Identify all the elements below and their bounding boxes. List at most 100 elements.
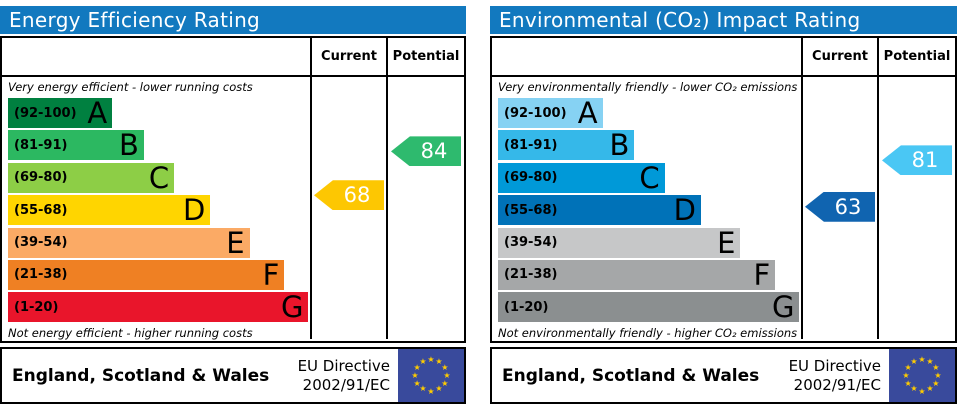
band-letter-F: F [753, 257, 771, 292]
eu-star-icon: ★ [435, 356, 443, 366]
environmental-band-area: Very environmentally friendly - lower CO… [492, 77, 801, 339]
potential-rating-value: 84 [420, 139, 448, 164]
band-bar-E: (39-54) E [8, 225, 250, 260]
band-row-F: (21-38) F [498, 257, 801, 292]
band-bar-D: (55-68) D [8, 193, 211, 228]
eu-star-icon: ★ [902, 370, 910, 380]
band-range-D: (55-68) [14, 202, 68, 218]
band-letter-G: G [281, 290, 304, 325]
environmental-top-caption: Very environmentally friendly - lower CO… [498, 80, 798, 94]
energy-top-caption: Very energy efficient - lower running co… [8, 80, 253, 94]
eu-star-icon: ★ [419, 356, 427, 366]
band-bar-E: (39-54) E [498, 227, 741, 258]
band-letter-C: C [639, 160, 660, 195]
energy-panel-title: Energy Efficiency Rating [0, 6, 466, 34]
environmental-current-cell: 63 [801, 77, 877, 339]
current-rating-arrow: 63 [805, 191, 875, 222]
eu-star-icon: ★ [918, 386, 926, 396]
band-letter-D: D [182, 193, 206, 228]
band-letter-F: F [262, 257, 280, 292]
band-row-C: (69-80) C [8, 160, 310, 195]
energy-potential-cell: 84 [386, 77, 464, 339]
eu-star-icon: ★ [904, 378, 912, 388]
band-range-C: (69-80) [504, 170, 558, 186]
band-bar-F: (21-38) F [498, 257, 776, 292]
band-range-G: (1-20) [14, 299, 59, 315]
environmental-panel-title: Environmental (CO₂) Impact Rating [490, 6, 957, 34]
band-bar-B: (81-91) B [8, 128, 144, 163]
band-bar-C: (69-80) C [498, 160, 665, 195]
band-range-F: (21-38) [14, 267, 68, 283]
band-range-A: (92-100) [14, 105, 77, 121]
energy-bands: (92-100) A (81-91) B (69-80) C (55-68) D (39-54)… [8, 98, 310, 325]
eu-star-icon: ★ [918, 354, 926, 364]
band-bar-D: (55-68) D [498, 193, 701, 228]
eu-star-icon: ★ [413, 378, 421, 388]
band-range-B: (81-91) [504, 137, 558, 153]
environmental-impact-panel: Environmental (CO₂) Impact Rating Curren… [490, 0, 957, 404]
potential-rating-value: 81 [911, 148, 939, 173]
environmental-potential-column-header: Potential [877, 38, 955, 75]
energy-band-area: Very energy efficient - lower running co… [2, 77, 310, 339]
environmental-current-column-header: Current [801, 38, 877, 75]
band-row-A: (92-100) A [8, 98, 310, 130]
band-row-G: (1-20) G [8, 292, 310, 324]
band-row-E: (39-54) E [498, 227, 801, 260]
eu-flag-icon: ★ ★ ★ ★ ★ ★ ★ ★ ★ ★ ★ ★ [398, 349, 464, 402]
band-letter-B: B [609, 128, 630, 163]
eu-star-icon: ★ [413, 362, 421, 372]
eu-star-icon: ★ [427, 386, 435, 396]
environmental-bottom-caption: Not environmentally friendly - higher CO… [498, 325, 798, 340]
band-bar-A: (92-100) A [8, 98, 113, 128]
band-letter-A: A [577, 96, 598, 130]
band-letter-E: E [226, 225, 245, 260]
potential-rating-arrow: 81 [882, 145, 952, 176]
band-letter-C: C [148, 160, 170, 195]
band-range-A: (92-100) [504, 105, 567, 121]
band-row-B: (81-91) B [8, 130, 310, 162]
band-range-G: (1-20) [504, 299, 549, 315]
band-range-E: (39-54) [14, 235, 68, 251]
band-range-B: (81-91) [14, 137, 68, 153]
eu-directive-label: EU Directive 2002/91/EC [297, 356, 390, 394]
current-rating-value: 63 [834, 194, 862, 219]
energy-bottom-caption: Not energy efficient - higher running co… [8, 325, 253, 340]
band-row-D: (55-68) D [498, 195, 801, 227]
band-letter-G: G [772, 290, 795, 325]
environmental-rating-table: Current Potential Very environmentally f… [490, 36, 957, 343]
environmental-table-header: Current Potential [492, 38, 955, 77]
eu-star-icon: ★ [441, 378, 449, 388]
eu-directive-label: EU Directive 2002/91/EC [788, 356, 881, 394]
energy-rating-table: Current Potential Very energy efficient … [0, 36, 466, 343]
band-range-C: (69-80) [14, 170, 68, 186]
environmental-footer: England, Scotland & Wales EU Directive 2… [490, 347, 957, 404]
band-letter-B: B [118, 128, 139, 163]
energy-footer: England, Scotland & Wales EU Directive 2… [0, 347, 466, 404]
eu-star-icon: ★ [427, 354, 435, 364]
band-row-C: (69-80) C [498, 160, 801, 195]
energy-header-spacer [2, 38, 310, 75]
band-range-E: (39-54) [504, 235, 558, 251]
band-row-B: (81-91) B [498, 130, 801, 162]
band-bar-G: (1-20) G [8, 290, 309, 325]
eu-star-icon: ★ [411, 370, 419, 380]
band-row-A: (92-100) A [498, 98, 801, 130]
energy-potential-column-header: Potential [386, 38, 464, 75]
band-letter-D: D [673, 193, 696, 228]
band-bar-C: (69-80) C [8, 160, 175, 195]
eu-star-icon: ★ [934, 370, 942, 380]
environmental-header-spacer [492, 38, 801, 75]
energy-table-header: Current Potential [2, 38, 464, 77]
band-row-E: (39-54) E [8, 225, 310, 260]
band-bar-F: (21-38) F [8, 257, 285, 292]
band-bar-G: (1-20) G [498, 290, 800, 325]
band-bar-A: (92-100) A [498, 98, 603, 128]
potential-rating-arrow: 84 [391, 136, 461, 167]
eu-star-icon: ★ [910, 356, 918, 366]
current-rating-value: 68 [343, 183, 371, 208]
eu-star-icon: ★ [926, 356, 934, 366]
band-row-F: (21-38) F [8, 257, 310, 292]
energy-efficiency-panel: Energy Efficiency Rating Current Potenti… [0, 0, 466, 404]
energy-current-cell: 68 [310, 77, 386, 339]
band-row-D: (55-68) D [8, 195, 310, 227]
